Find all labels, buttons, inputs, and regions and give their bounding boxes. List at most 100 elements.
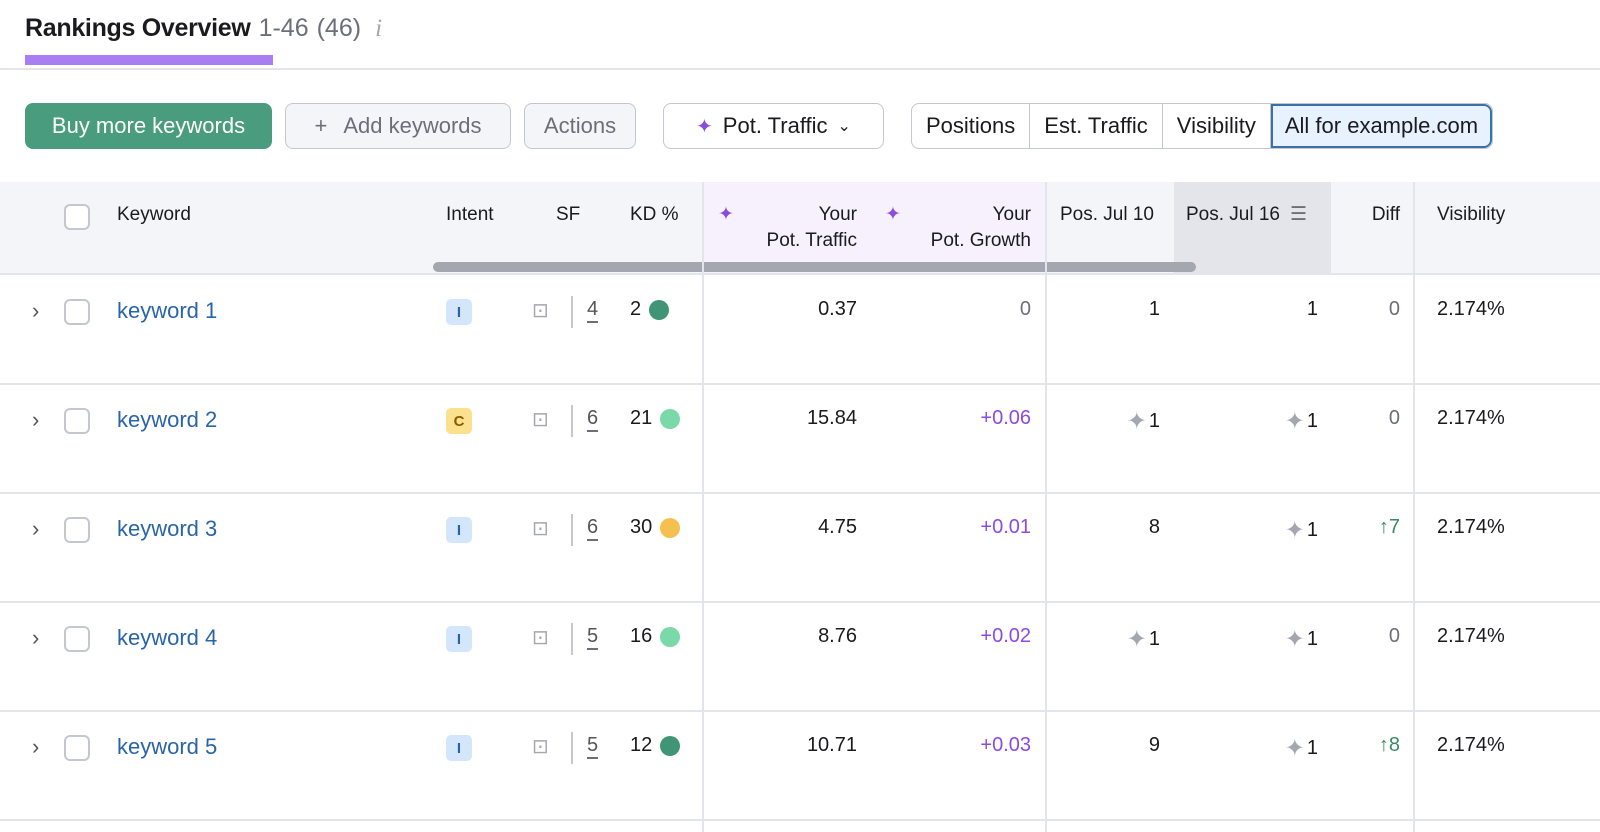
select-all-checkbox[interactable]	[64, 204, 90, 230]
buy-more-keywords-button[interactable]: Buy more keywords	[25, 103, 272, 149]
diff-value: 0	[1388, 625, 1400, 647]
pos-jul10: 9	[1148, 734, 1160, 756]
sort-icon: ☰	[1290, 204, 1308, 225]
page-title: Rankings Overview 1-46 (46) i	[25, 14, 382, 43]
kd-dot	[660, 626, 681, 647]
table-row: › keyword 4 I ⊡ 5 16 8.76 +0.02 ✦ 1 ✦ 1 0 …	[0, 603, 1600, 712]
visibility-value: 2.174%	[1437, 407, 1505, 429]
pos-jul10: 1	[1148, 298, 1160, 320]
pot-growth-value: +0.02	[980, 625, 1031, 647]
kd-value: 30	[630, 516, 653, 538]
intent-badge: C	[446, 408, 472, 434]
visibility-value: 2.174%	[1437, 734, 1505, 756]
pos-jul10: ✦ 1	[1126, 408, 1160, 435]
divider	[702, 182, 704, 832]
intent-badge: I	[446, 735, 472, 761]
serp-features-icon[interactable]: ⊡	[532, 736, 549, 758]
kd-dot	[649, 299, 670, 320]
count: (46)	[316, 14, 362, 42]
sparkle-badge-icon: ✦	[1284, 408, 1305, 435]
kd-cell: 12	[630, 734, 681, 757]
table-row: › keyword 3 I ⊡ 6 30 4.75 +0.01 8 ✦ 1 ↑7 …	[0, 494, 1600, 603]
col-intent[interactable]: Intent	[446, 204, 494, 225]
serp-features-icon[interactable]: ⊡	[532, 627, 549, 649]
visibility-value: 2.174%	[1437, 516, 1505, 538]
keyword-link[interactable]: keyword 2	[117, 407, 218, 432]
keyword-link[interactable]: keyword 1	[117, 298, 218, 323]
expand-chevron-icon[interactable]: ›	[32, 625, 40, 650]
intent-badge: I	[446, 626, 472, 652]
sf-count[interactable]: 5	[587, 625, 599, 647]
row-checkbox[interactable]	[64, 626, 90, 652]
expand-chevron-icon[interactable]: ›	[32, 516, 40, 541]
pos-jul16: ✦ 1	[1284, 408, 1318, 435]
row-checkbox[interactable]	[64, 299, 90, 325]
row-checkbox[interactable]	[64, 517, 90, 543]
sparkle-icon: ✦	[718, 204, 734, 225]
expand-chevron-icon[interactable]: ›	[32, 407, 40, 432]
sparkle-icon: ✦	[696, 115, 713, 138]
col-pot-growth[interactable]: Your Pot. Growth	[930, 204, 1031, 251]
sparkle-badge-icon: ✦	[1126, 408, 1147, 435]
pos-jul16: ✦ 1	[1284, 735, 1318, 762]
expand-chevron-icon[interactable]: ›	[32, 298, 40, 323]
pot-traffic-value: 10.71	[806, 734, 857, 756]
col-pos-jul16[interactable]: Pos. Jul 16 ☰	[1186, 202, 1307, 228]
diff-value: 0	[1388, 407, 1400, 429]
col-pos-jul10[interactable]: Pos. Jul 10	[1060, 204, 1154, 225]
table-row: › keyword 5 I ⊡ 5 12 10.71 +0.03 9 ✦ 1 ↑8…	[0, 712, 1600, 821]
segment-est-traffic[interactable]: Est. Traffic	[1030, 104, 1163, 148]
expand-chevron-icon[interactable]: ›	[32, 734, 40, 759]
sparkle-badge-icon: ✦	[1284, 626, 1305, 653]
horizontal-scrollbar[interactable]	[433, 262, 1196, 272]
title-text: Rankings Overview	[25, 14, 251, 42]
col-keyword[interactable]: Keyword	[117, 204, 191, 225]
col-diff[interactable]: Diff	[1371, 204, 1400, 225]
kd-dot	[660, 735, 681, 756]
col-visibility[interactable]: Visibility	[1437, 204, 1506, 225]
keyword-link[interactable]: keyword 3	[117, 516, 218, 541]
kd-cell: 2	[630, 298, 670, 321]
segment-visibility[interactable]: Visibility	[1163, 104, 1271, 148]
sf-count[interactable]: 4	[587, 298, 599, 320]
add-keywords-button[interactable]: + Add keywords	[285, 103, 511, 149]
pot-growth-value: +0.03	[980, 734, 1031, 756]
serp-features-icon[interactable]: ⊡	[532, 409, 549, 431]
serp-features-icon[interactable]: ⊡	[532, 518, 549, 540]
divider	[0, 68, 1600, 70]
plus-icon: +	[314, 113, 328, 138]
chevron-down-icon: ⌄	[837, 118, 851, 135]
table-row: › keyword 1 I ⊡ 4 2 0.37 0 1 1 0 2.174%	[0, 276, 1600, 385]
kd-value: 16	[630, 625, 653, 647]
table-header: Keyword Intent SF KD % ✦ Your Pot. Traffi…	[0, 182, 1600, 275]
row-checkbox[interactable]	[64, 408, 90, 434]
kd-cell: 30	[630, 516, 681, 539]
row-checkbox[interactable]	[64, 735, 90, 761]
sf-count[interactable]: 5	[587, 734, 599, 756]
info-icon[interactable]: i	[375, 15, 383, 42]
segment-positions[interactable]: Positions	[912, 104, 1031, 148]
kd-value: 21	[630, 407, 653, 429]
segment-all[interactable]: All for example.com	[1270, 104, 1493, 148]
range: 1-46	[258, 14, 309, 42]
keyword-link[interactable]: keyword 4	[117, 625, 218, 650]
actions-button[interactable]: Actions	[524, 103, 636, 149]
sf-count[interactable]: 6	[587, 516, 599, 538]
col-sf[interactable]: SF	[556, 204, 581, 225]
sf-count[interactable]: 6	[587, 407, 599, 429]
kd-dot	[660, 408, 681, 429]
col-kd[interactable]: KD %	[630, 204, 679, 225]
active-tab-underline	[25, 55, 273, 65]
visibility-value: 2.174%	[1437, 298, 1505, 320]
col-pot-traffic[interactable]: Your Pot. Traffic	[766, 204, 857, 251]
pot-traffic-dropdown[interactable]: ✦ Pot. Traffic ⌄	[663, 103, 884, 149]
keyword-link[interactable]: keyword 5	[117, 734, 218, 759]
sparkle-icon: ✦	[885, 204, 901, 225]
intent-badge: I	[446, 517, 472, 543]
divider	[1045, 182, 1047, 832]
kd-cell: 21	[630, 407, 681, 430]
visibility-value: 2.174%	[1437, 625, 1505, 647]
pot-growth-value: 0	[1019, 298, 1031, 320]
sparkle-badge-icon: ✦	[1284, 517, 1305, 544]
serp-features-icon[interactable]: ⊡	[532, 300, 549, 322]
